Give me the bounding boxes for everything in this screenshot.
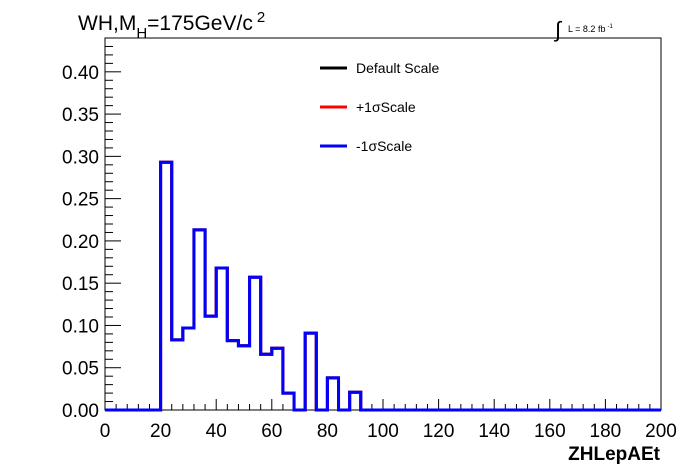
y-tick-label: 0.15 xyxy=(62,274,99,295)
y-axis: 0.00 0.05 0.10 0.15 0.20 0.25 0.30 0.35 0.40 xyxy=(62,37,121,422)
chart-title-superscript: 2 xyxy=(257,9,265,26)
chart-title: WH,MH=175GeV/c 2 xyxy=(78,9,265,42)
x-tick-label: 0 xyxy=(100,421,111,442)
x-tick-label: 60 xyxy=(261,421,282,442)
series-line-2 xyxy=(105,160,661,412)
legend: Default Scale +1σScale -1σScale xyxy=(320,60,439,154)
series-line-0 xyxy=(105,160,661,412)
y-tick-label: 0.05 xyxy=(62,359,99,380)
y-tick-label: 0.35 xyxy=(62,105,99,126)
y-tick-label: 0.40 xyxy=(62,63,99,84)
luminosity-superscript: -1 xyxy=(607,24,613,30)
legend-label-1: +1σScale xyxy=(356,99,416,115)
x-tick-label: 100 xyxy=(367,421,399,442)
y-tick-label: 0.25 xyxy=(62,190,99,211)
chart-title-subscript: H xyxy=(136,25,147,42)
luminosity-text: L = 8.2 fb -1 xyxy=(568,24,613,34)
x-tick-label: 20 xyxy=(150,421,171,442)
y-tick-label: 0.20 xyxy=(62,232,99,253)
x-tick-label: 120 xyxy=(423,421,455,442)
luminosity-label: ∫ L = 8.2 fb -1 xyxy=(553,17,613,42)
x-axis: 0 20 40 60 80 100 120 140 160 180 200 xyxy=(100,399,677,442)
integral-sign: ∫ xyxy=(553,17,563,42)
chart-title-main: WH,M xyxy=(78,12,136,35)
legend-label-0: Default Scale xyxy=(356,60,439,76)
y-tick-label: 0.10 xyxy=(62,316,99,337)
x-tick-label: 140 xyxy=(478,421,510,442)
legend-label-2: -1σScale xyxy=(356,138,412,154)
y-tick-label: 0.30 xyxy=(62,147,99,168)
series-line-1 xyxy=(105,160,661,412)
x-tick-label: 180 xyxy=(590,421,622,442)
x-tick-label: 40 xyxy=(206,421,227,442)
x-tick-label: 200 xyxy=(645,421,677,442)
y-tick-label: 0.00 xyxy=(62,401,99,422)
plot-frame xyxy=(104,37,662,411)
x-tick-label: 160 xyxy=(534,421,566,442)
series-layer xyxy=(105,160,661,412)
x-axis-label: ZHLepAEt xyxy=(568,444,661,465)
x-tick-label: 80 xyxy=(317,421,338,442)
chart-title-rest: =175GeV/c xyxy=(147,12,253,35)
luminosity-value: L = 8.2 fb xyxy=(568,24,605,34)
